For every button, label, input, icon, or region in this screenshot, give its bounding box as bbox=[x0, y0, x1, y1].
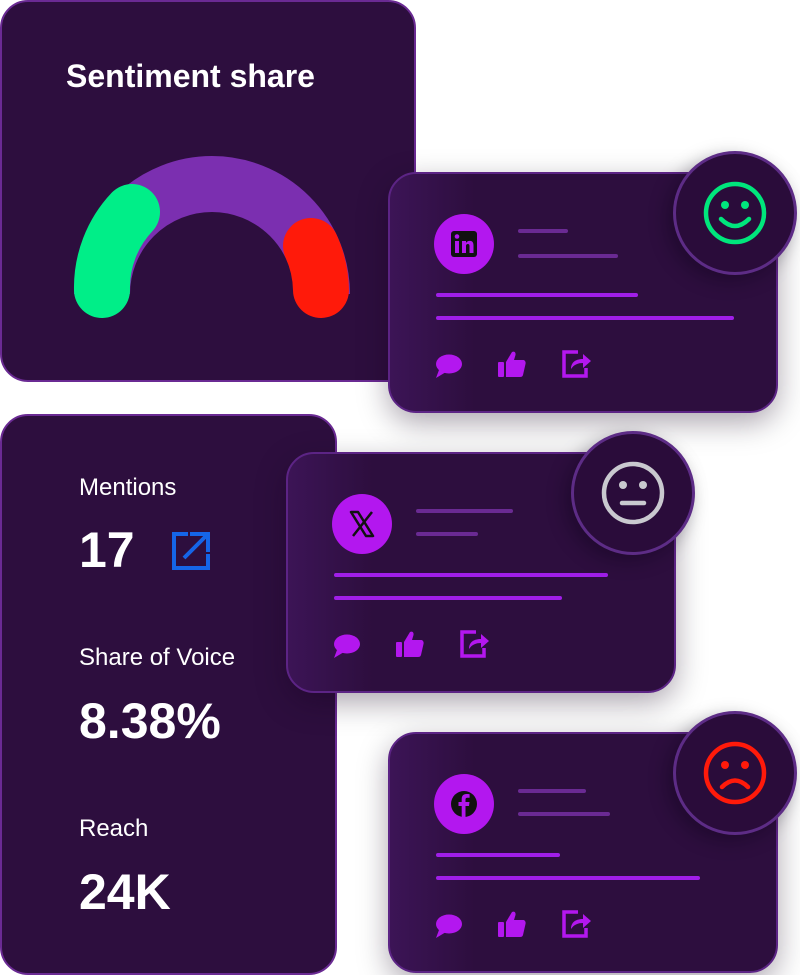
placeholder-line bbox=[436, 853, 560, 857]
smiley-neutral-icon bbox=[601, 461, 665, 525]
placeholder-line bbox=[518, 789, 586, 793]
share-of-voice-label: Share of Voice bbox=[79, 644, 236, 671]
x-avatar bbox=[332, 494, 392, 554]
placeholder-line bbox=[334, 573, 608, 577]
sentiment-share-card: Sentiment share bbox=[0, 0, 416, 382]
reach-label: Reach bbox=[79, 815, 149, 842]
sentiment-title: Sentiment share bbox=[66, 58, 315, 94]
thumbs-up-icon[interactable] bbox=[497, 909, 527, 939]
share-icon[interactable] bbox=[459, 629, 491, 659]
post-card-linkedin bbox=[388, 172, 778, 413]
external-link-icon[interactable] bbox=[168, 528, 214, 574]
share-icon[interactable] bbox=[561, 349, 593, 379]
placeholder-line bbox=[518, 254, 618, 258]
facebook-avatar bbox=[434, 774, 494, 834]
mentions-value: 17 bbox=[79, 522, 135, 578]
placeholder-line bbox=[518, 812, 610, 816]
smiley-happy-icon bbox=[703, 181, 767, 245]
gauge-positive-arc bbox=[74, 184, 160, 318]
linkedin-icon bbox=[451, 231, 477, 257]
share-of-voice-value: 8.38% bbox=[79, 693, 221, 749]
positive-sentiment-badge bbox=[673, 151, 797, 275]
placeholder-line bbox=[416, 532, 478, 536]
share-icon[interactable] bbox=[561, 909, 593, 939]
placeholder-line bbox=[436, 876, 700, 880]
linkedin-avatar bbox=[434, 214, 494, 274]
placeholder-line bbox=[518, 229, 568, 233]
gauge-negative-arc bbox=[283, 218, 349, 318]
placeholder-line bbox=[436, 316, 734, 320]
comment-icon[interactable] bbox=[332, 633, 362, 659]
thumbs-up-icon[interactable] bbox=[395, 629, 425, 659]
neutral-sentiment-badge bbox=[571, 431, 695, 555]
x-logo-icon bbox=[349, 510, 375, 538]
negative-sentiment-badge bbox=[673, 711, 797, 835]
placeholder-line bbox=[416, 509, 513, 513]
mentions-label: Mentions bbox=[79, 474, 177, 501]
stats-card bbox=[0, 414, 337, 975]
sentiment-gauge bbox=[74, 156, 350, 318]
thumbs-up-icon[interactable] bbox=[497, 349, 527, 379]
placeholder-line bbox=[334, 596, 562, 600]
facebook-icon bbox=[451, 791, 477, 817]
comment-icon[interactable] bbox=[434, 353, 464, 379]
comment-icon[interactable] bbox=[434, 913, 464, 939]
placeholder-line bbox=[436, 293, 638, 297]
smiley-sad-icon bbox=[703, 741, 767, 805]
reach-value: 24K bbox=[79, 864, 171, 920]
